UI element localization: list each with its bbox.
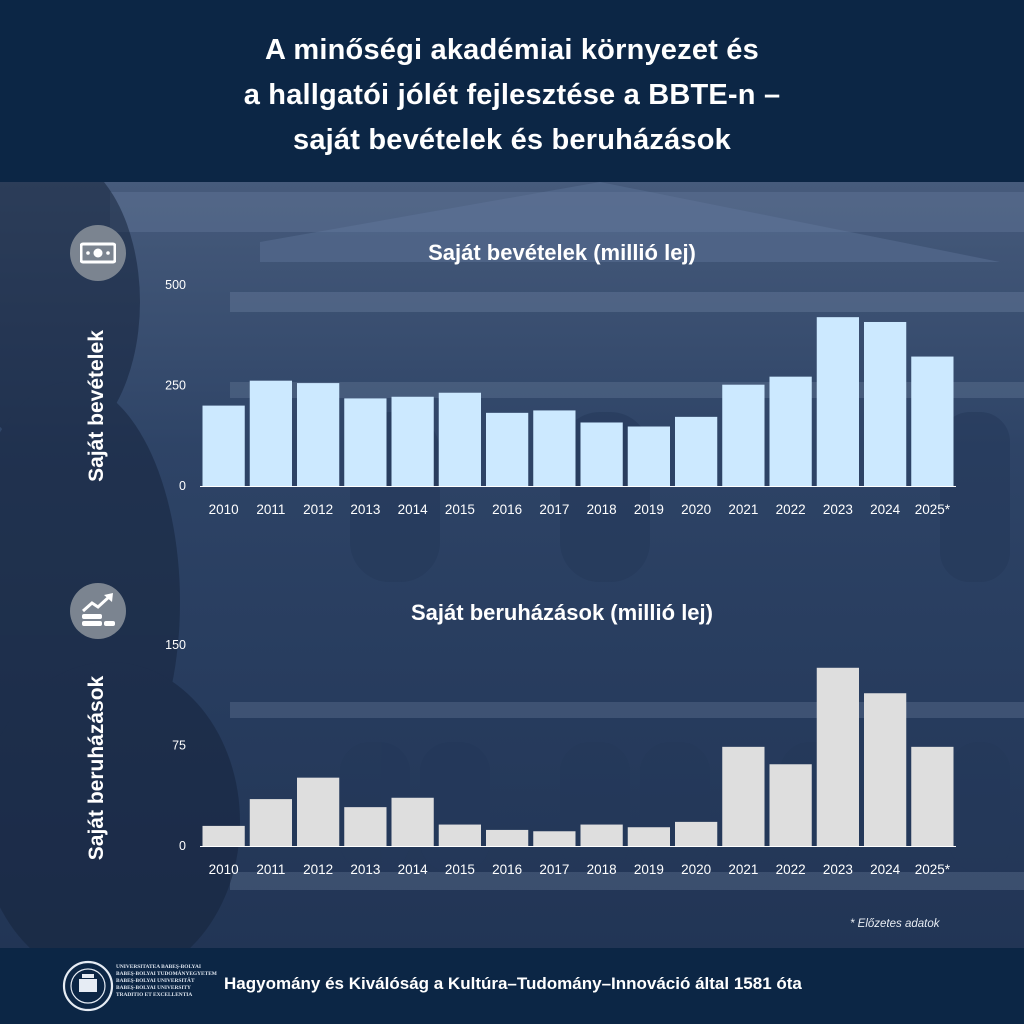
- revenue-xtick: 2024: [870, 502, 901, 517]
- revenue-xtick: 2025*: [915, 502, 951, 517]
- investment-bar: [864, 693, 907, 846]
- revenue-xtick: 2014: [398, 502, 429, 517]
- revenue-bar: [438, 392, 481, 486]
- investment-xtick: 2022: [776, 862, 806, 877]
- banknote-icon: [80, 242, 116, 264]
- revenue-bar: [249, 380, 292, 486]
- revenue-xtick: 2016: [492, 502, 522, 517]
- investment-bar: [911, 746, 954, 846]
- revenue-bar: [533, 410, 576, 486]
- header: A minőségi akadémiai környezet és a hall…: [0, 0, 1024, 182]
- investment-xtick: 2014: [398, 862, 429, 877]
- footnote: * Előzetes adatok: [850, 918, 940, 930]
- revenue-xtick: 2012: [303, 502, 333, 517]
- investment-xtick: 2011: [256, 862, 285, 877]
- revenue-bar: [202, 405, 245, 486]
- investment-bar: [627, 827, 670, 846]
- investment-ytick: 150: [165, 638, 186, 652]
- revenue-title: Saját bevételek (millió lej): [428, 240, 696, 265]
- revenue-bar: [911, 356, 954, 486]
- investment-bar: [769, 764, 812, 846]
- investment-bar: [722, 746, 765, 846]
- investment-xtick: 2013: [350, 862, 380, 877]
- revenue-xtick: 2019: [634, 502, 664, 517]
- investment-xtick: 2024: [870, 862, 901, 877]
- revenue-bar: [580, 422, 623, 486]
- revenue-xtick: 2020: [681, 502, 711, 517]
- investment-bar: [486, 829, 529, 846]
- investment-title: Saját beruházások (millió lej): [411, 600, 713, 625]
- revenue-xtick: 2022: [776, 502, 806, 517]
- page-title: A minőségi akadémiai környezet és a hall…: [243, 33, 781, 156]
- revenue-bar: [675, 416, 718, 486]
- investment-bar: [297, 777, 340, 846]
- investment-icon-badge: [70, 583, 126, 639]
- investment-ytick: 75: [172, 739, 186, 753]
- revenue-xtick: 2013: [350, 502, 380, 517]
- revenue-ytick: 500: [165, 278, 186, 292]
- investment-bar: [816, 667, 859, 846]
- investment-bar: [391, 797, 434, 846]
- revenue-bar: [627, 426, 670, 486]
- investment-bar: [249, 799, 292, 846]
- revenue-xtick: 2015: [445, 502, 475, 517]
- investment-chart: Saját beruházások (millió lej) 0 75 150 2010…: [165, 600, 956, 877]
- footer-tagline: Hagyomány és Kiválóság a Kultúra–Tudomán…: [224, 974, 802, 993]
- revenue-bar: [722, 384, 765, 486]
- investment-xtick: 2021: [728, 862, 758, 877]
- investment-bar: [202, 825, 245, 846]
- investment-xtick: 2018: [587, 862, 617, 877]
- investment-xtick: 2019: [634, 862, 664, 877]
- investment-xtick: 2010: [209, 862, 239, 877]
- investment-xtick: 2020: [681, 862, 711, 877]
- investment-bar: [438, 824, 481, 846]
- investment-ytick: 0: [179, 839, 186, 853]
- investment-bar: [344, 807, 387, 846]
- revenue-xtick: 2011: [256, 502, 285, 517]
- revenue-chart: Saját bevételek (millió lej) 0 250 500 2010 2…: [165, 240, 956, 517]
- revenue-xtick: 2018: [587, 502, 617, 517]
- revenue-bar: [486, 412, 529, 486]
- revenue-xtick: 2023: [823, 502, 853, 517]
- investment-xtick: 2012: [303, 862, 333, 877]
- coins-growth-icon: [82, 593, 115, 626]
- revenue-xtick: 2017: [539, 502, 569, 517]
- revenue-icon-badge: [70, 225, 126, 281]
- university-logo: [62, 960, 114, 1012]
- investment-xtick: 2025*: [915, 862, 951, 877]
- investment-bar: [580, 824, 623, 846]
- revenue-ytick: 0: [179, 479, 186, 493]
- footer: Hagyomány és Kiválóság a Kultúra–Tudomán…: [0, 948, 1024, 1024]
- revenue-ytick: 250: [165, 379, 186, 393]
- investment-xtick: 2016: [492, 862, 522, 877]
- revenue-bar: [864, 321, 907, 486]
- revenue-xtick: 2021: [728, 502, 758, 517]
- investment-xtick: 2017: [539, 862, 569, 877]
- investment-xtick: 2023: [823, 862, 853, 877]
- revenue-bar: [391, 396, 434, 486]
- investment-xtick: 2015: [445, 862, 475, 877]
- investment-bar: [533, 831, 576, 846]
- investment-bar: [675, 821, 718, 846]
- revenue-xtick: 2010: [209, 502, 239, 517]
- revenue-bar: [344, 398, 387, 486]
- logo-text: UNIVERSITATEA BABEŞ-BOLYAI BABEŞ-BOLYAI …: [116, 964, 217, 998]
- revenue-bar: [816, 317, 859, 486]
- revenue-bar: [297, 383, 340, 486]
- revenue-bar: [769, 376, 812, 486]
